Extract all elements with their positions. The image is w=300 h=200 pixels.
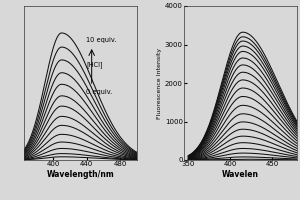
Text: 10 equiv.: 10 equiv. bbox=[86, 37, 116, 43]
Text: [HCl]: [HCl] bbox=[86, 61, 103, 68]
Y-axis label: Fluorescence Intensity: Fluorescence Intensity bbox=[157, 47, 162, 119]
X-axis label: Wavelength/nm: Wavelength/nm bbox=[46, 170, 114, 179]
X-axis label: Wavelen: Wavelen bbox=[222, 170, 259, 179]
Text: 0 equiv.: 0 equiv. bbox=[86, 89, 112, 95]
